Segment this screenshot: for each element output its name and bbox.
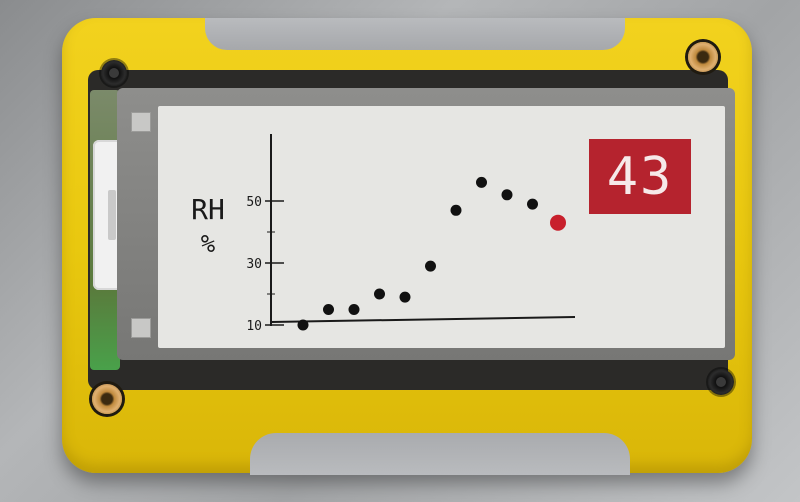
frame-corner-tab — [131, 318, 151, 338]
data-point — [501, 189, 513, 201]
y-tick-label: 10 — [246, 319, 262, 334]
screw-top-left — [101, 60, 127, 86]
y-tick-label: 50 — [246, 195, 262, 210]
enclosure-notch-top — [205, 18, 625, 50]
latest-data-point — [550, 214, 566, 231]
data-point — [476, 176, 487, 188]
data-point — [450, 204, 462, 216]
brass-insert-bottom-left — [92, 384, 122, 414]
data-point — [399, 291, 411, 303]
brass-insert-top-right — [688, 42, 718, 72]
y-tick-label: 30 — [246, 257, 262, 272]
fpc-slot — [108, 190, 116, 240]
x-axis — [270, 316, 576, 323]
data-point — [348, 304, 360, 315]
data-point — [297, 319, 309, 331]
frame-corner-tab — [131, 112, 151, 132]
data-point — [527, 198, 538, 210]
current-value: 43 — [606, 146, 674, 207]
screw-bottom-right — [708, 369, 734, 395]
current-value-box: 43 — [589, 139, 691, 214]
data-point — [323, 304, 334, 315]
data-point — [425, 260, 436, 272]
enclosure-notch-bottom — [250, 433, 630, 475]
data-point — [374, 288, 385, 300]
percent-label: % — [200, 230, 216, 258]
rh-label: RH — [191, 193, 225, 226]
